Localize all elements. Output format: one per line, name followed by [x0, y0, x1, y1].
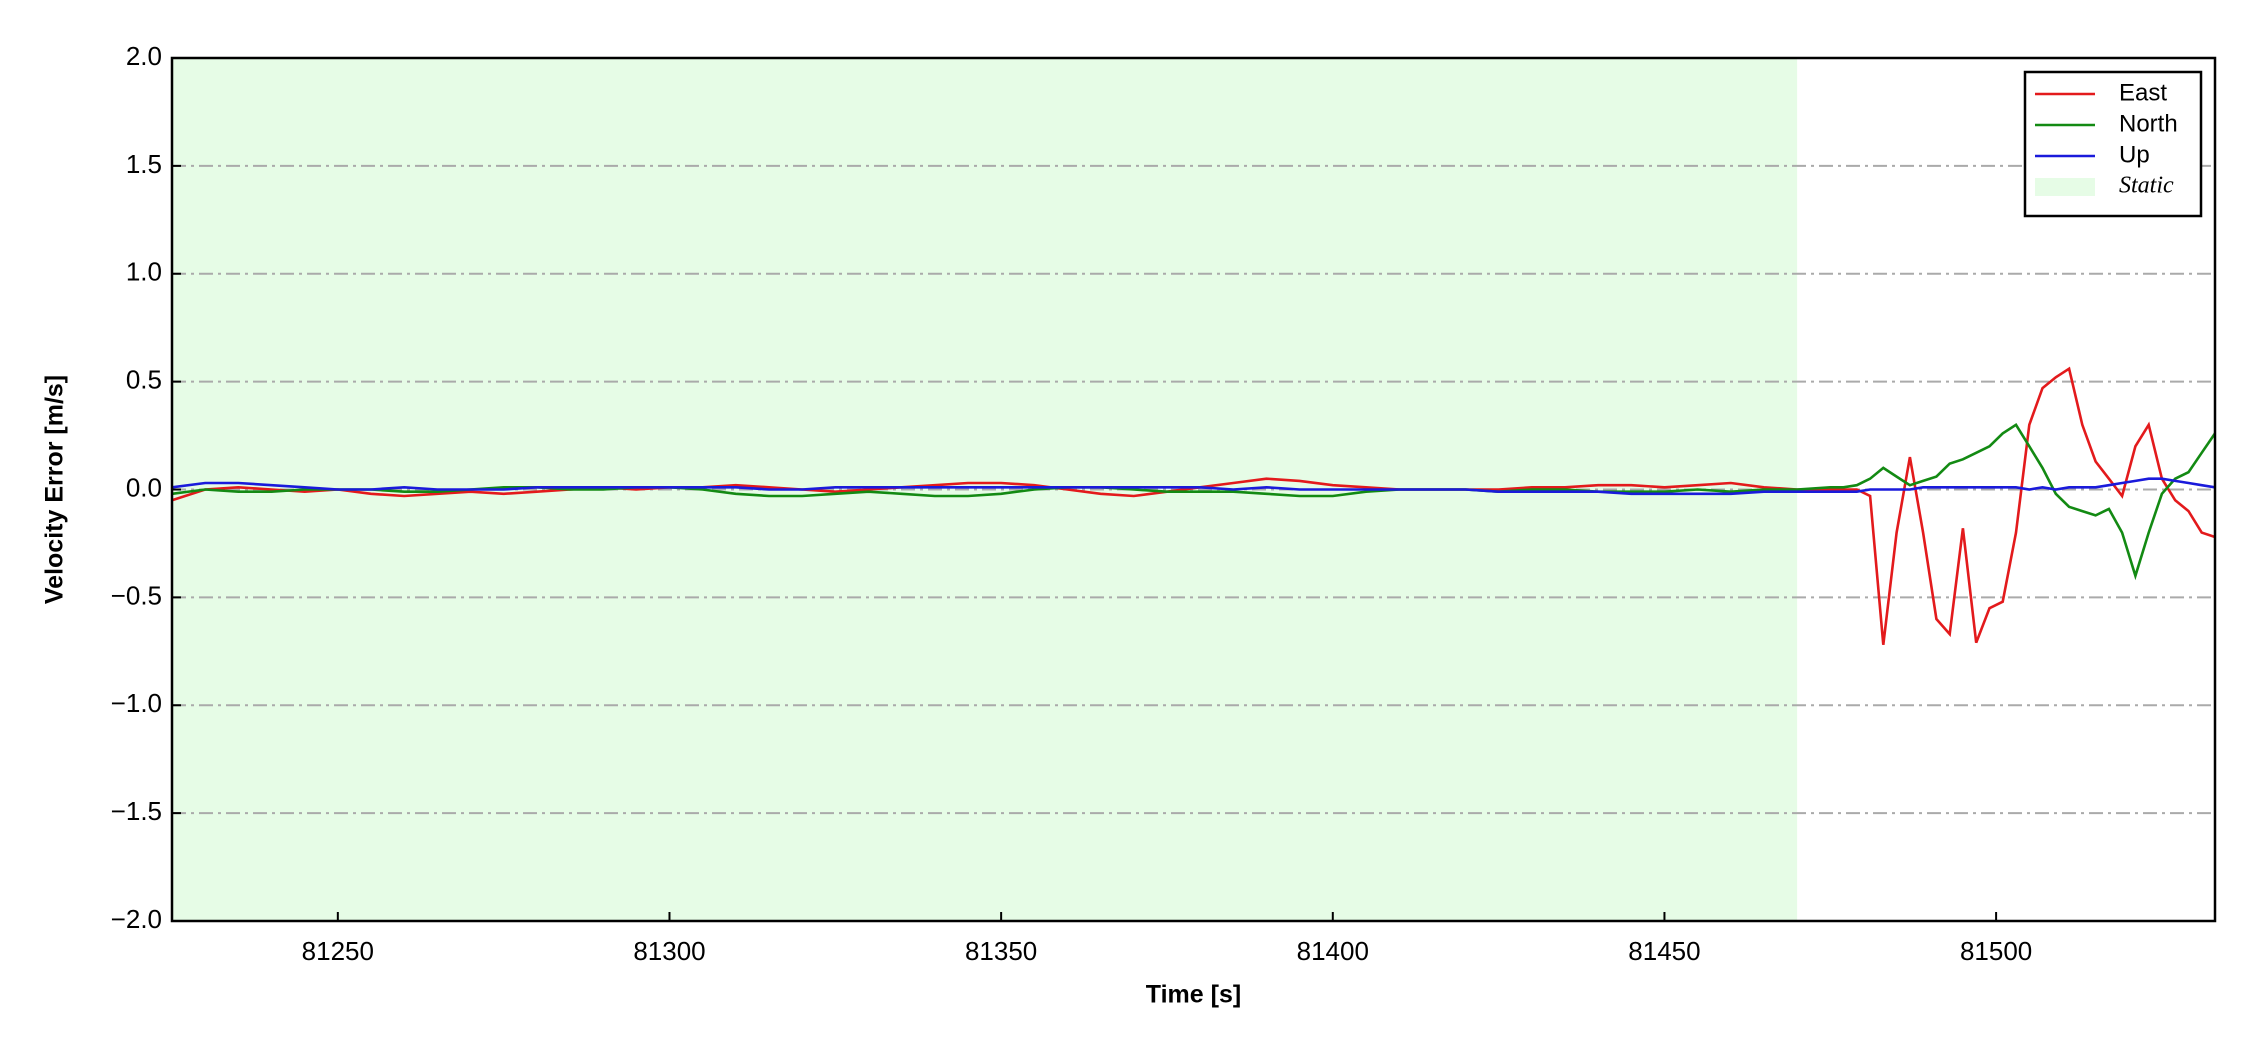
- x-tick-label: 81500: [1960, 936, 2032, 966]
- x-tick-label: 81300: [633, 936, 705, 966]
- y-tick-label: −1.5: [111, 796, 162, 826]
- legend-label: Up: [2119, 141, 2150, 168]
- y-tick-label: 2.0: [126, 41, 162, 71]
- x-axis-label: Time [s]: [1146, 981, 1241, 1009]
- y-tick-label: 1.5: [126, 149, 162, 179]
- y-tick-label: −2.0: [111, 904, 162, 934]
- x-tick-label: 81450: [1628, 936, 1700, 966]
- y-tick-label: 0.0: [126, 472, 162, 502]
- y-tick-label: 0.5: [126, 365, 162, 395]
- y-tick-label: −1.0: [111, 688, 162, 718]
- y-tick-label: −0.5: [111, 580, 162, 610]
- legend-label: Static: [2119, 173, 2174, 199]
- legend-label: East: [2119, 79, 2167, 106]
- legend-label: North: [2119, 110, 2178, 137]
- legend-swatch: [2035, 178, 2095, 196]
- y-tick-label: 1.0: [126, 257, 162, 287]
- line-series: [172, 477, 2215, 496]
- x-tick-label: 81350: [965, 936, 1037, 966]
- x-tick-label: 81400: [1297, 936, 1369, 966]
- plot-frame: [170, 56, 2217, 923]
- x-tick-label: 81250: [302, 936, 374, 966]
- y-axis-label: Velocity Error [m/s]: [41, 375, 69, 604]
